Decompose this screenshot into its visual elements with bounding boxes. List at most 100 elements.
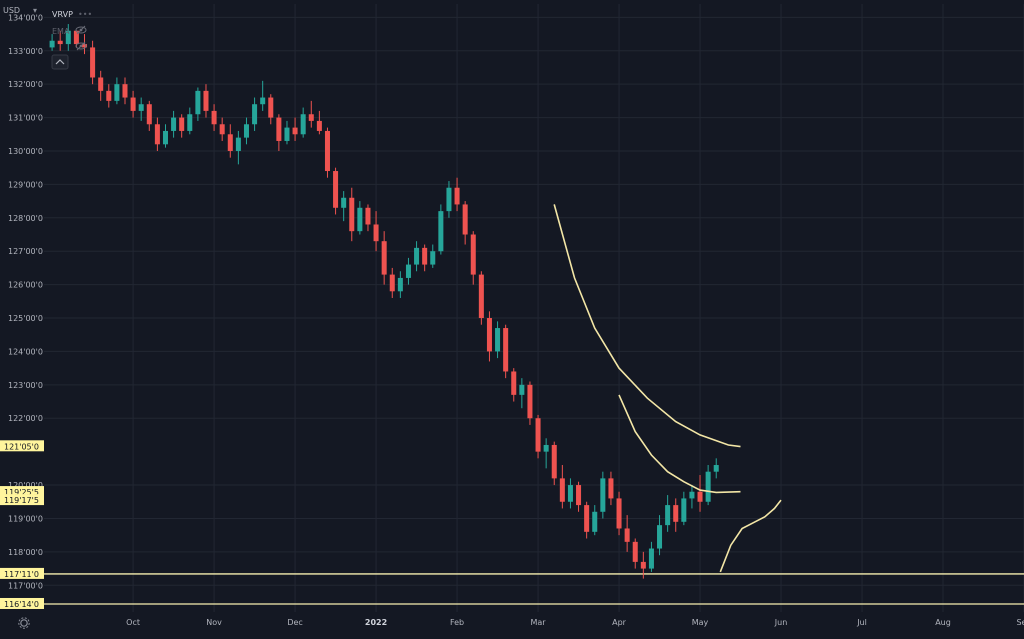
- candle: [381, 231, 387, 285]
- candle: [478, 271, 484, 325]
- x-tick-label: Jun: [774, 618, 788, 627]
- currency-dropdown-icon[interactable]: ▾: [33, 6, 37, 15]
- y-tick-label: 133'00'0: [8, 47, 43, 56]
- candle-body: [430, 251, 436, 265]
- indicator-vrvp-label[interactable]: VRVP: [52, 10, 73, 19]
- candle: [187, 107, 193, 135]
- settings-gear-icon[interactable]: [18, 617, 30, 629]
- candle-body: [179, 117, 185, 131]
- candle-body: [324, 130, 330, 172]
- price-axis[interactable]: 134'00'0 133'00'0 132'00'0 131'00'0 130'00'0…: [8, 13, 43, 590]
- candle-body: [405, 264, 411, 278]
- candle: [689, 485, 695, 509]
- candle: [292, 117, 298, 141]
- candle-body: [567, 485, 573, 502]
- candle-body: [292, 127, 298, 135]
- candle-body: [600, 478, 606, 512]
- y-tick-label: 130'00'0: [8, 147, 43, 156]
- price-tag-label: 117'11'0: [4, 570, 39, 579]
- more-dots-icon[interactable]: •••: [78, 10, 92, 19]
- candle: [57, 30, 63, 51]
- candle: [260, 80, 266, 111]
- candle-body: [527, 384, 533, 419]
- candle-body: [640, 561, 646, 569]
- price-tag: 121'05'0: [0, 440, 44, 452]
- candle-body: [333, 171, 339, 208]
- candle-body: [243, 124, 249, 138]
- candle: [527, 381, 533, 425]
- time-axis[interactable]: Oct Nov Dec 2022 Feb Mar Apr May Jun Jul Aug Sep: [126, 618, 1024, 627]
- candle-body: [341, 197, 347, 208]
- candle-body: [616, 498, 622, 529]
- candle: [446, 181, 452, 218]
- candle-body: [608, 478, 614, 499]
- candle: [576, 481, 582, 512]
- candle: [211, 104, 217, 131]
- candle: [640, 551, 646, 579]
- candle-body: [486, 318, 492, 352]
- ema-line: [618, 394, 741, 494]
- candle-body: [203, 90, 209, 111]
- x-tick-label: Dec: [287, 618, 302, 627]
- candle: [414, 241, 420, 272]
- candle-body: [284, 127, 290, 141]
- x-tick-label: Oct: [126, 618, 140, 627]
- candle: [389, 267, 395, 298]
- candle-body: [705, 471, 711, 502]
- candle-body: [584, 505, 590, 532]
- indicator-ema-label[interactable]: EMA: [52, 27, 70, 36]
- candle: [713, 458, 719, 479]
- price-tag-box: [0, 486, 44, 498]
- candle-body: [576, 485, 582, 506]
- candle: [316, 110, 322, 135]
- candle-body: [389, 274, 395, 292]
- candle-body: [65, 30, 71, 45]
- candle-body: [300, 114, 306, 135]
- candle-body: [349, 197, 355, 232]
- candle: [333, 167, 339, 215]
- candle: [130, 90, 136, 118]
- candle: [624, 515, 630, 552]
- candle: [252, 97, 258, 131]
- candle-body: [681, 498, 687, 522]
- candle-body: [114, 84, 120, 101]
- y-tick-label: 134'00'0: [8, 13, 43, 22]
- candle: [697, 475, 703, 512]
- eye-hidden-icon[interactable]: [75, 41, 87, 51]
- candle: [519, 378, 525, 409]
- candle-body: [381, 241, 387, 275]
- y-tick-label: 122'00'0: [8, 414, 43, 423]
- candle: [243, 117, 249, 145]
- y-tick-label: 117'00'0: [8, 581, 43, 590]
- candle: [600, 471, 606, 519]
- eye-hidden-icon[interactable]: [75, 25, 87, 35]
- candle: [65, 24, 71, 51]
- chevron-up-icon[interactable]: [51, 54, 69, 70]
- y-tick-label: 129'00'0: [8, 180, 43, 189]
- candle-body: [146, 104, 152, 125]
- candle: [90, 40, 96, 85]
- candle-body: [106, 90, 112, 101]
- candle: [673, 498, 679, 532]
- candle: [324, 127, 330, 178]
- price-tag-label: 119'25'5: [4, 488, 39, 497]
- x-tick-label: May: [692, 618, 709, 627]
- candle-body: [90, 47, 96, 78]
- candle-body: [98, 77, 104, 91]
- candle: [511, 368, 517, 402]
- candle-body: [357, 207, 363, 232]
- price-tag: 117'11'0: [0, 567, 44, 579]
- price-tag-label: 121'05'0: [4, 442, 39, 451]
- candle: [665, 495, 671, 532]
- candle: [171, 110, 177, 138]
- candle: [616, 491, 622, 536]
- candle: [486, 311, 492, 362]
- x-tick-label: Nov: [206, 618, 222, 627]
- candle: [438, 204, 444, 255]
- candle: [308, 100, 314, 128]
- candles: [49, 24, 719, 579]
- price-tag-label: 116'14'0: [4, 600, 39, 609]
